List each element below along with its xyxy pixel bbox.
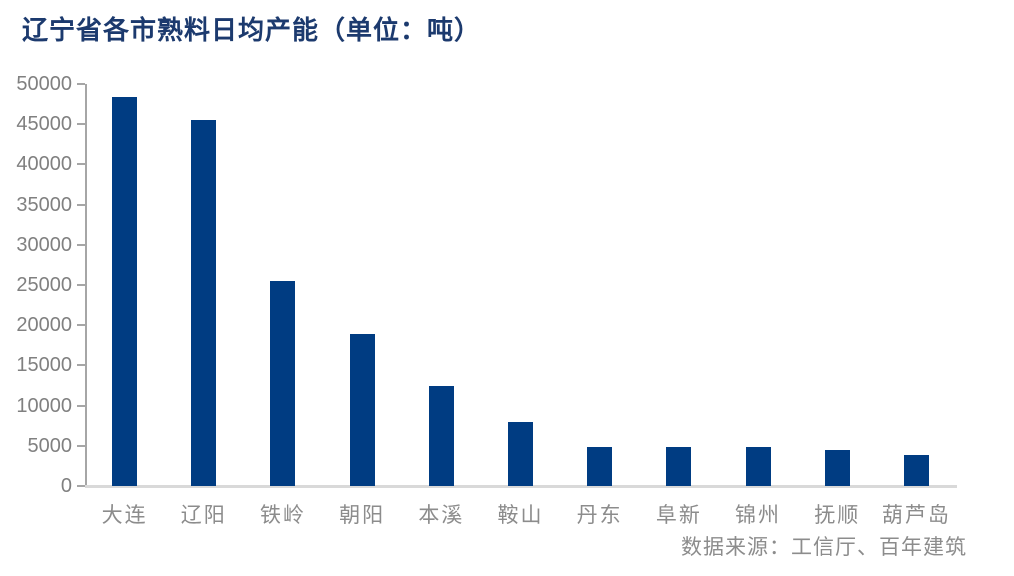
x-axis-label: 抚顺 (814, 503, 861, 527)
bar-5 (428, 385, 454, 486)
y-axis-tick (77, 404, 85, 407)
source-note: 数据来源：工信厅、百年建筑 (681, 535, 967, 559)
y-axis-tick (77, 485, 85, 487)
x-axis-label: 葫芦岛 (881, 503, 951, 527)
bar-3 (270, 280, 296, 486)
y-axis-label: 45000 (16, 113, 72, 136)
y-axis-label: 0 (60, 475, 72, 497)
bar-10 (824, 449, 850, 486)
bar-8 (666, 446, 692, 486)
y-axis-label: 35000 (16, 193, 72, 216)
x-axis-label: 阜新 (655, 503, 702, 527)
x-axis-label: 锦州 (735, 503, 782, 527)
y-axis-tick (77, 163, 85, 166)
bar-11 (903, 454, 929, 486)
y-axis-tick (77, 324, 85, 327)
y-axis-line (85, 84, 87, 487)
y-axis-tick (77, 284, 85, 286)
y-axis-label: 50000 (16, 73, 72, 95)
bar-9 (745, 446, 771, 486)
y-axis-tick (77, 83, 85, 85)
y-axis-label: 20000 (16, 314, 72, 337)
chart-title: 辽宁省各市熟料日均产能（单位：吨） (22, 16, 482, 45)
y-axis-tick (77, 123, 85, 126)
y-axis-tick (77, 203, 85, 206)
x-axis-line (85, 485, 957, 488)
bar-2 (191, 120, 217, 486)
y-axis-label: 5000 (27, 434, 73, 457)
y-axis-label: 30000 (16, 233, 72, 256)
x-axis-label: 鞍山 (497, 503, 544, 527)
bar-4 (349, 334, 375, 486)
y-axis-label: 40000 (16, 153, 72, 176)
bar-6 (508, 421, 533, 486)
y-axis-tick (77, 364, 85, 367)
x-axis-label: 铁岭 (259, 503, 306, 527)
x-axis-label: 丹东 (576, 503, 623, 527)
y-axis-tick (77, 444, 85, 447)
y-axis-label: 15000 (16, 354, 72, 377)
x-axis-label: 大连 (101, 503, 148, 527)
bar-7 (587, 446, 613, 486)
y-axis-label: 10000 (16, 394, 72, 417)
x-axis-label: 辽阳 (180, 503, 227, 527)
bar-1 (112, 96, 138, 486)
y-axis-label: 25000 (16, 274, 72, 296)
x-axis-label: 朝阳 (339, 503, 386, 527)
x-axis-label: 本溪 (418, 503, 465, 527)
y-axis-tick (77, 243, 85, 246)
